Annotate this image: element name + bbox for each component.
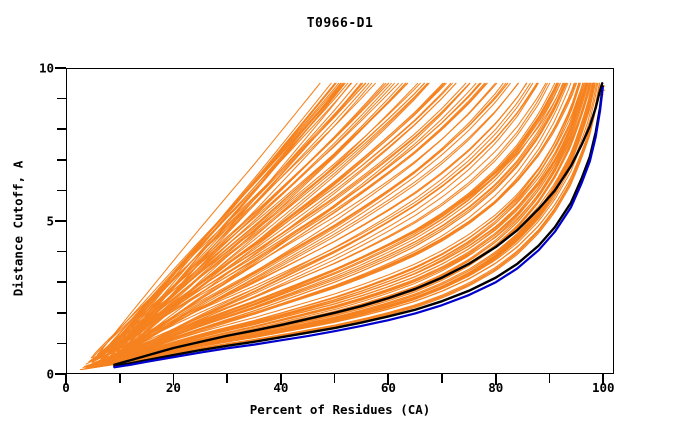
prediction-curve <box>88 82 580 367</box>
prediction-curve <box>91 82 596 368</box>
prediction-curve <box>98 82 538 363</box>
y-tick-minor <box>57 189 66 192</box>
y-tick-minor <box>57 281 66 283</box>
prediction-curve <box>92 82 376 359</box>
plot-area <box>66 68 614 374</box>
prediction-curve <box>95 82 399 358</box>
prediction-curve <box>95 82 409 359</box>
x-tick-minor <box>548 374 551 383</box>
x-tick-label: 0 <box>62 380 70 395</box>
x-tick-major <box>172 374 175 385</box>
blue-reference-curve <box>113 86 604 369</box>
y-tick-minor <box>57 342 66 345</box>
prediction-curve <box>93 82 426 360</box>
y-tick-minor <box>57 250 66 253</box>
y-tick-minor <box>57 312 66 314</box>
prediction-curve <box>84 82 581 368</box>
axis-ticks <box>55 67 614 385</box>
y-tick-label: 10 <box>38 60 54 76</box>
prediction-curve <box>99 82 452 359</box>
x-tick-label: 40 <box>273 380 289 395</box>
prediction-curve <box>91 82 527 364</box>
prediction-curve <box>91 82 487 362</box>
x-tick-label: 60 <box>380 380 396 395</box>
y-axis-title: Distance Cutoff, A <box>10 160 26 297</box>
prediction-curve <box>100 82 471 360</box>
prediction-curve <box>108 82 504 359</box>
prediction-curve <box>102 82 600 367</box>
prediction-curve <box>88 82 498 363</box>
prediction-curve <box>85 82 534 365</box>
prediction-curve <box>98 82 421 359</box>
prediction-curve <box>120 82 569 360</box>
prediction-curve <box>104 82 587 365</box>
prediction-curve <box>95 82 584 366</box>
y-tick-major <box>55 220 66 222</box>
prediction-curve <box>99 82 581 365</box>
prediction-curve <box>98 82 321 355</box>
y-tick-major <box>55 67 66 69</box>
x-tick-minor <box>118 374 121 383</box>
x-axis-title: Percent of Residues (CA) <box>249 402 431 417</box>
black-reference-curve-lower <box>113 85 604 368</box>
prediction-curve <box>84 82 572 367</box>
black-reference-curves <box>113 82 604 368</box>
x-tick-label: 80 <box>488 380 504 395</box>
prediction-curve <box>120 82 403 352</box>
x-tick-minor <box>226 374 228 383</box>
x-tick-minor <box>441 374 443 383</box>
prediction-curve <box>101 82 363 357</box>
x-tick-label: 100 <box>591 380 615 395</box>
prediction-curve <box>118 82 558 359</box>
plot-svg <box>79 82 606 371</box>
x-tick-major <box>65 374 67 385</box>
prediction-curve <box>87 82 585 368</box>
chart-title: T0966-D1 <box>306 16 374 31</box>
x-tick-label: 20 <box>165 380 181 395</box>
blue-reference-curve <box>113 86 604 369</box>
prediction-curve <box>111 82 488 359</box>
prediction-curve <box>92 82 551 364</box>
prediction-curve <box>108 82 557 362</box>
x-tick-major <box>387 374 390 385</box>
x-tick-major <box>602 374 605 385</box>
prediction-curve <box>102 82 344 354</box>
prediction-curve <box>82 82 600 370</box>
x-tick-major <box>280 374 282 385</box>
prediction-curve <box>93 82 467 361</box>
prediction-curve <box>102 82 567 363</box>
prediction-curve <box>96 82 346 356</box>
y-tick-label: 5 <box>46 213 54 229</box>
x-tick-minor <box>333 374 336 383</box>
prediction-curve <box>88 82 481 363</box>
prediction-curve <box>104 82 428 358</box>
prediction-curve <box>116 82 392 354</box>
y-tick-minor <box>57 97 66 100</box>
y-tick-label: 0 <box>46 366 54 382</box>
y-tick-major <box>55 373 66 375</box>
prediction-curve <box>90 82 367 359</box>
prediction-curve <box>101 82 352 355</box>
x-tick-major <box>494 374 497 385</box>
y-tick-minor <box>57 159 66 161</box>
prediction-curve <box>100 82 556 363</box>
y-tick-minor <box>57 128 66 130</box>
black-reference-curve-upper <box>113 82 604 367</box>
